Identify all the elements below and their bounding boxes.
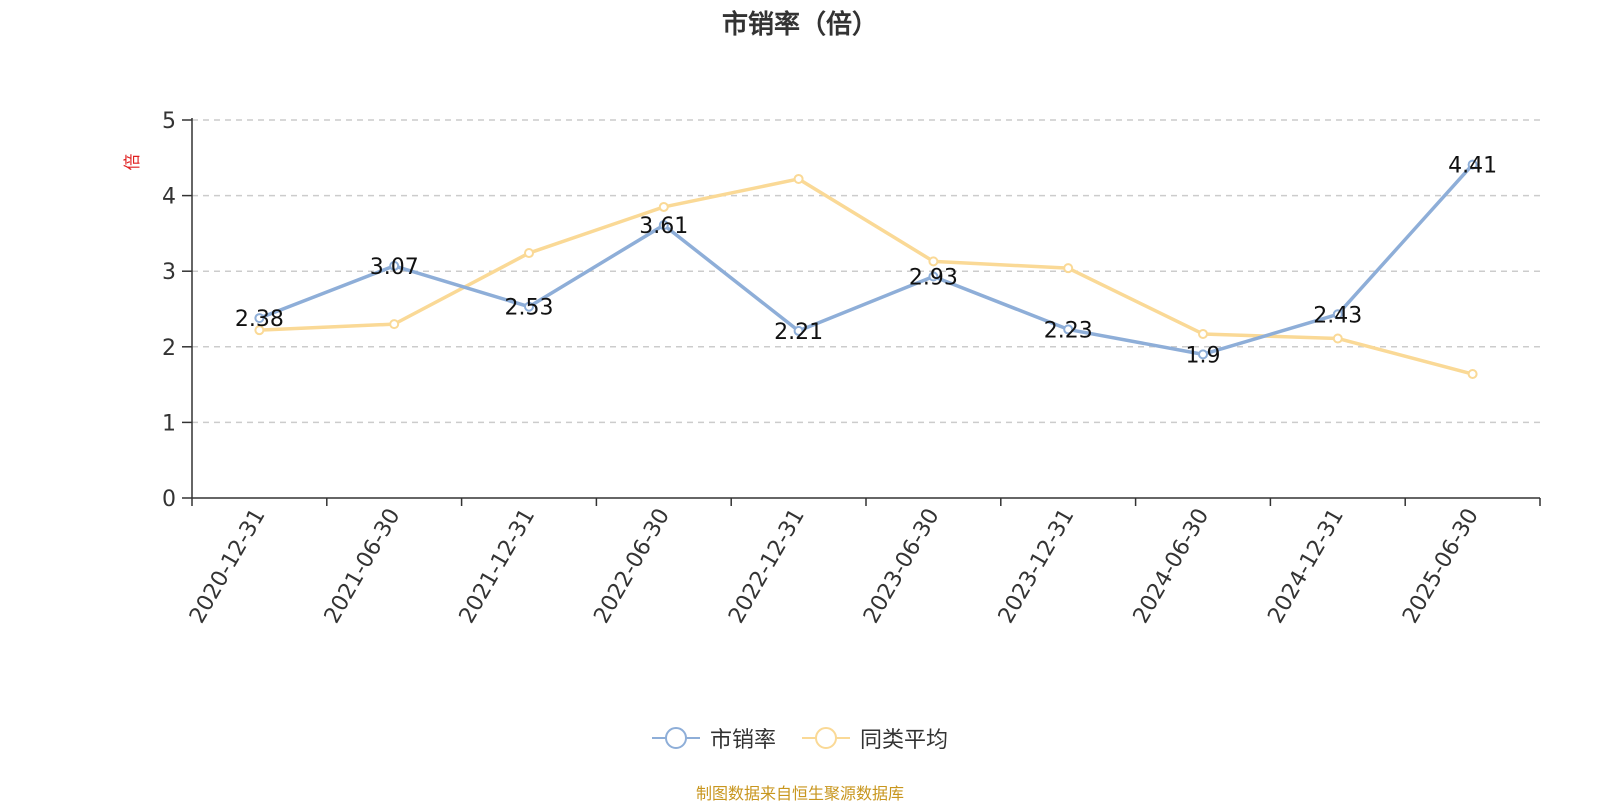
- data-point: [1063, 263, 1074, 274]
- data-labels: 2.38 3.07 2.53 3.61 2.21 2.93 2.23 1.9 2.43 4.41: [235, 154, 1497, 369]
- data-point: [1467, 369, 1478, 380]
- legend-label: 同类平均: [860, 728, 949, 753]
- series-line-1: [259, 177, 1474, 376]
- legend-item-series-0[interactable]: 市销率: [651, 722, 776, 754]
- data-label: 4.41: [1448, 154, 1497, 179]
- data-point: [793, 173, 804, 184]
- data-points: [254, 159, 1478, 380]
- x-tick-label: 2025-06-30: [1398, 505, 1484, 628]
- data-label: 2.53: [505, 296, 554, 321]
- legend-item-series-1[interactable]: 同类平均: [802, 722, 948, 754]
- series-lines: [258, 163, 1474, 376]
- data-point: [793, 325, 804, 336]
- y-axis-label: 倍: [123, 154, 143, 171]
- data-point: [389, 260, 400, 271]
- data-point: [1063, 324, 1074, 335]
- y-tick-label: 2: [162, 336, 176, 361]
- y-tick-label: 5: [162, 109, 176, 134]
- source-note: 制图数据来自恒生聚源数据库: [695, 784, 904, 803]
- data-point: [1332, 309, 1343, 320]
- data-point: [658, 201, 669, 212]
- data-label: 2.38: [235, 307, 284, 332]
- x-tick-label: 2023-12-31: [994, 505, 1080, 628]
- data-point: [1198, 328, 1208, 339]
- chart-title: 市销率（倍）: [721, 10, 878, 40]
- data-point: [928, 256, 939, 267]
- legend-marker-icon: [802, 727, 850, 749]
- data-label: 3.61: [639, 214, 688, 239]
- data-point: [658, 220, 669, 231]
- data-label: 2.23: [1044, 318, 1093, 343]
- data-label: 2.21: [774, 320, 823, 345]
- x-tick-label: 2022-06-30: [589, 505, 675, 628]
- y-tick-label: 3: [162, 260, 176, 285]
- y-tick-label: 0: [162, 487, 176, 512]
- data-point: [524, 248, 534, 259]
- x-tick-label: 2021-06-30: [320, 505, 406, 628]
- legend-label: 市销率: [709, 728, 776, 753]
- data-point: [1198, 349, 1208, 360]
- x-tick-label: 2020-12-31: [185, 505, 271, 628]
- x-tick-label: 2024-12-31: [1263, 505, 1349, 628]
- data-point: [389, 319, 400, 330]
- x-tick-label: 2021-12-31: [455, 505, 541, 628]
- data-label: 2.43: [1313, 303, 1362, 328]
- data-label: 1.9: [1186, 343, 1221, 368]
- data-point: [254, 313, 265, 324]
- data-point: [254, 325, 265, 336]
- legend-marker-icon: [651, 727, 700, 749]
- data-point: [1332, 333, 1343, 344]
- series-line-0: [258, 163, 1474, 357]
- data-label: 3.07: [370, 255, 419, 280]
- x-tick-label: 2024-06-30: [1129, 505, 1215, 628]
- data-label: 2.93: [909, 265, 958, 290]
- data-point: [524, 301, 534, 312]
- legend: 市销率 同类平均: [0, 722, 1600, 754]
- data-point: [1467, 159, 1478, 170]
- x-tick-label: 2022-12-31: [724, 505, 810, 628]
- y-tick-label: 4: [162, 185, 176, 210]
- axes: 0 1 2 3 4 5 2020-12-31 2021-06-30 2021-12-31 2022…: [162, 109, 1541, 628]
- data-point: [928, 271, 939, 282]
- x-tick-label: 2023-06-30: [859, 505, 945, 628]
- y-tick-label: 1: [162, 411, 176, 436]
